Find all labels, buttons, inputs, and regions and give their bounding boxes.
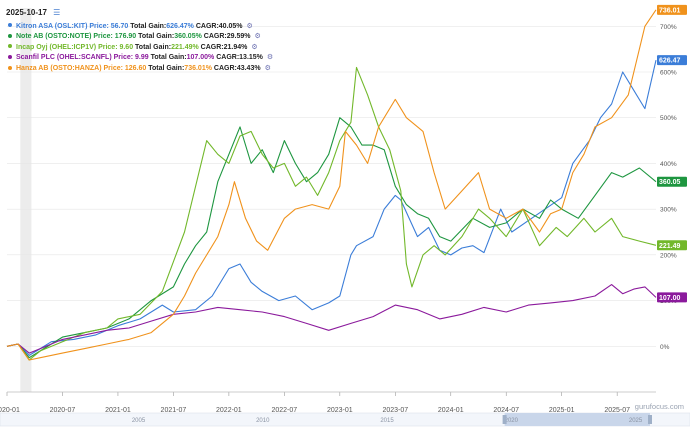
x-tick-label: 2024-01 (438, 407, 464, 414)
navigator-tick-label: 2015 (380, 418, 394, 424)
watermark: gurufocus.com (635, 402, 684, 411)
end-label-bg-1 (657, 176, 687, 187)
legend-series-name: Kitron ASA (OSL:KIT) Price: 56.70 (16, 22, 129, 30)
end-label-bg-3 (657, 292, 687, 303)
legend-rows: Kitron ASA (OSL:KIT) Price: 56.70 Total … (6, 22, 273, 75)
current-date: 2025-10-17 (6, 8, 47, 17)
legend-gain-value: 221.49% (171, 43, 199, 51)
navigator-selection[interactable] (504, 413, 650, 426)
gear-icon[interactable]: ⚙ (246, 22, 253, 30)
legend-gain-value: 360.05% (174, 33, 202, 41)
x-tick-label: 2022-07 (271, 407, 297, 414)
end-label-bg-0 (657, 55, 687, 66)
x-tick-label: 2025-01 (549, 407, 575, 414)
end-label-1: 360.05 (659, 179, 681, 186)
navigator-tick-label: 2025 (629, 418, 643, 424)
legend-row-3[interactable]: Scanfil PLC (OHEL:SCANFL) Price: 9.99 To… (6, 53, 273, 64)
y-tick-label: 0% (660, 344, 670, 351)
x-tick-label: 2020-01 (0, 407, 20, 414)
legend-cagr: CAGR:43.43% (211, 64, 261, 72)
y-tick-label: 600% (660, 70, 677, 77)
series-line-2 (6, 66, 657, 361)
legend-row-4[interactable]: Hanza AB (OSTO:HANZA) Price: 126.60 Tota… (6, 64, 273, 75)
legend-dot-icon (8, 55, 12, 60)
legend-row-0[interactable]: Kitron ASA (OSL:KIT) Price: 56.70 Total … (6, 22, 273, 33)
navigator-handle-left[interactable] (502, 415, 507, 424)
gear-icon[interactable]: ⚙ (254, 33, 261, 41)
y-tick-label: 700% (660, 24, 677, 31)
legend-gain-value: 107.00% (186, 54, 215, 62)
legend-dot-icon (8, 23, 12, 28)
legend-date-row: 2025-10-17 ☰ (6, 8, 273, 19)
legend-gain-label: Total Gain: (148, 54, 187, 62)
legend-row-2[interactable]: Incap Oyj (OHEL:ICP1V) Price: 9.60 Total… (6, 43, 273, 54)
navigator-handle-right[interactable] (648, 415, 652, 424)
legend-gain-label: Total Gain: (128, 22, 167, 30)
legend-series-name: Note AB (OSTO:NOTE) Price: 176.90 (16, 33, 137, 41)
x-tick-label: 2025-07 (604, 407, 630, 414)
legend-cagr: CAGR:13.15% (214, 54, 263, 62)
legend-dot-icon (8, 33, 12, 38)
legend-gain-label: Total Gain: (133, 43, 172, 51)
x-tick-label: 2020-07 (50, 407, 76, 414)
legend-gain-label: Total Gain: (136, 33, 175, 41)
legend-cagr: CAGR:21.94% (198, 43, 248, 51)
end-label-0: 626.47 (659, 58, 681, 65)
x-tick-label: 2023-07 (382, 407, 408, 414)
legend-dot-icon (8, 65, 12, 70)
end-label-4: 736.01 (659, 7, 681, 14)
shaded-period (20, 8, 32, 392)
gear-icon[interactable]: ⚙ (266, 54, 274, 62)
navigator-tick-label: 2005 (132, 418, 146, 424)
x-tick-label: 2022-01 (216, 407, 242, 414)
x-tick-label: 2021-07 (161, 407, 187, 414)
legend-series-name: Incap Oyj (OHEL:ICP1V) Price: 9.60 (16, 43, 134, 51)
legend-series-name: Hanza AB (OSTO:HANZA) Price: 126.60 (16, 64, 147, 72)
navigator-tick-label: 2020 (505, 418, 519, 424)
end-label-bg-4 (657, 4, 687, 15)
legend-row-1[interactable]: Note AB (OSTO:NOTE) Price: 176.90 Total … (6, 32, 273, 43)
end-label-3: 107.00 (659, 295, 681, 302)
gear-icon[interactable]: ⚙ (251, 43, 258, 51)
end-label-2: 221.49 (659, 243, 681, 250)
series-line-0 (6, 59, 657, 356)
navigator-tick-label: 2010 (256, 418, 270, 424)
series-line-3 (6, 284, 657, 354)
legend-gain-label: Total Gain: (146, 64, 185, 72)
gear-icon[interactable]: ⚙ (264, 64, 271, 72)
x-tick-label: 2024-07 (493, 407, 519, 414)
end-label-bg-2 (657, 240, 687, 251)
x-tick-label: 2023-01 (327, 407, 353, 414)
legend-cagr: CAGR:40.05% (193, 22, 243, 30)
list-icon[interactable]: ☰ (53, 8, 61, 17)
legend-gain-value: 736.01% (184, 64, 212, 72)
y-tick-label: 200% (660, 252, 677, 259)
y-tick-label: 500% (660, 115, 677, 122)
legend: 2025-10-17 ☰ Kitron ASA (OSL:KIT) Price:… (6, 8, 273, 75)
legend-cagr: CAGR:29.59% (201, 33, 251, 41)
legend-gain-value: 626.47% (166, 22, 194, 30)
y-tick-label: 400% (660, 161, 677, 168)
series-line-1 (6, 117, 657, 359)
y-tick-label: 300% (660, 207, 677, 214)
legend-series-name: Scanfil PLC (OHEL:SCANFL) Price: 9.99 (16, 54, 149, 62)
legend-dot-icon (8, 44, 12, 49)
x-tick-label: 2021-01 (105, 407, 131, 414)
series-line-4 (6, 9, 657, 361)
